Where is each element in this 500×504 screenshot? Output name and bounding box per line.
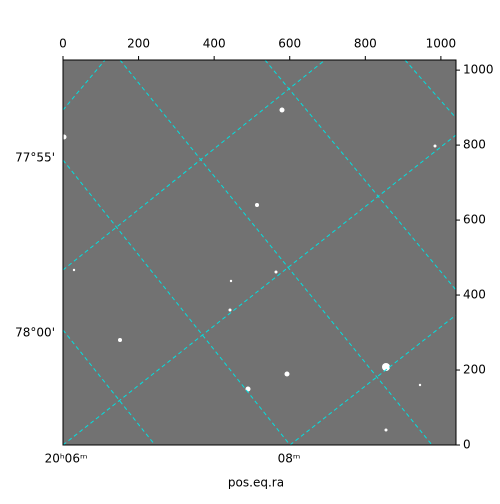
x-axis-label: pos.eq.ra: [228, 476, 284, 490]
sky-image: [63, 60, 456, 445]
frame: [62, 59, 457, 446]
coordinate-grid: [63, 60, 456, 445]
y-tick-label: 400: [463, 288, 486, 302]
y-tick-label: 200: [463, 363, 486, 377]
x-tick-label: 600: [278, 37, 301, 51]
x-tick-label: 400: [203, 37, 226, 51]
stars: [61, 107, 437, 432]
dec-tick-label: 78°00': [15, 326, 55, 340]
y-tick-label: 800: [463, 138, 486, 152]
ra-tick-label: 08ᵐ: [278, 452, 301, 466]
dec-tick-label: 77°55': [15, 151, 55, 165]
y-tick-label: 1000: [463, 63, 494, 77]
y-tick-label: 600: [463, 213, 486, 227]
x-tick-label: 200: [127, 37, 150, 51]
x-tick-label: 0: [59, 37, 67, 51]
x-tick-label: 800: [354, 37, 377, 51]
x-tick-label: 1000: [426, 37, 457, 51]
y-tick-label: 0: [463, 438, 471, 452]
ra-tick-label: 20ʰ06ᵐ: [45, 452, 88, 466]
